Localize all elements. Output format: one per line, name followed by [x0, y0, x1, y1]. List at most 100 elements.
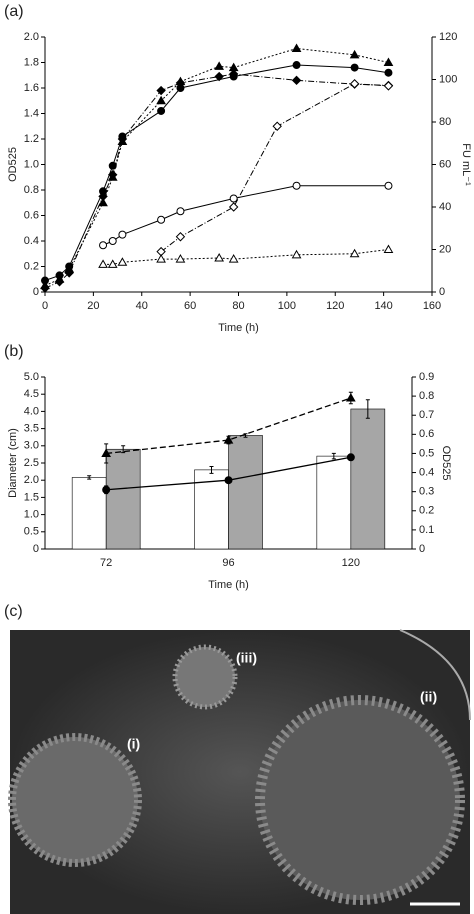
y-tick-label: 3.5 — [24, 423, 39, 435]
marker — [117, 134, 128, 144]
error-bar — [87, 475, 92, 480]
y-tick-label: 1.6 — [24, 82, 39, 94]
error-bar — [348, 454, 353, 460]
x-tick-label: 0 — [42, 300, 48, 312]
bar — [71, 477, 107, 550]
x-axis-label: Time (h) — [208, 579, 249, 591]
marker — [64, 268, 74, 278]
photo: (i) (ii) (iii) — [8, 629, 471, 914]
y-tick-label: 0.5 — [24, 526, 39, 538]
marker — [175, 232, 186, 242]
series-line — [102, 185, 389, 246]
marker — [349, 248, 360, 258]
y-tick-label: 2.5 — [24, 457, 39, 469]
photo-label: (ii) — [420, 689, 437, 705]
series-line — [44, 64, 389, 281]
marker — [228, 254, 239, 263]
x-tick-label: 72 — [100, 557, 112, 569]
panel-label: (c) — [4, 603, 23, 620]
marker — [228, 202, 239, 212]
marker — [214, 61, 225, 70]
y2-tick-label: 0.4 — [419, 466, 434, 478]
marker — [292, 61, 301, 70]
x-tick-label: 20 — [87, 300, 99, 312]
y-tick-label: 0 — [33, 543, 39, 555]
marker — [117, 257, 128, 266]
y-axis-label: OD525 — [7, 147, 19, 182]
x-tick-label: 40 — [136, 300, 148, 312]
y-axis-label: Diameter (cm) — [7, 428, 19, 498]
marker — [384, 68, 393, 77]
marker — [156, 254, 166, 263]
x-tick-label: 96 — [222, 557, 234, 569]
marker — [40, 283, 50, 293]
photo-label: (iii) — [236, 650, 257, 666]
y2-axis-label: OD525 — [440, 446, 452, 481]
y2-tick-label: 0.9 — [419, 371, 434, 383]
marker — [118, 230, 127, 239]
y2-tick-label: 0.1 — [419, 524, 434, 536]
y-tick-label: 2.0 — [24, 31, 39, 43]
marker — [175, 78, 186, 88]
y-tick-label: 0.2 — [24, 260, 39, 272]
y2-tick-label: 0 — [419, 543, 425, 555]
marker — [214, 71, 224, 82]
y-tick-label: 1.0 — [24, 158, 39, 170]
marker — [350, 63, 359, 72]
marker — [98, 259, 108, 268]
bar — [316, 455, 352, 550]
error-bar — [348, 391, 353, 405]
marker — [383, 81, 394, 91]
error-bar — [243, 433, 248, 438]
error-bar — [226, 435, 231, 445]
bar — [350, 408, 386, 550]
marker — [272, 121, 282, 131]
marker — [349, 79, 360, 89]
y2-tick-label: 0 — [439, 286, 445, 298]
y-tick-label: 4.0 — [24, 405, 39, 417]
marker — [291, 249, 302, 259]
error-bar — [365, 399, 370, 419]
x-tick-label: 160 — [423, 300, 441, 312]
x-tick-label: 140 — [374, 300, 392, 312]
photo-label: (i) — [127, 736, 140, 752]
y-tick-label: 3.0 — [24, 440, 39, 452]
y2-tick-label: 120 — [439, 31, 457, 43]
x-tick-label: 120 — [326, 300, 344, 312]
marker — [156, 95, 166, 105]
y2-tick-label: 60 — [439, 158, 451, 170]
marker — [99, 241, 108, 250]
y2-tick-label: 0.5 — [419, 447, 434, 459]
y-tick-label: 1.0 — [24, 509, 39, 521]
panel-label: (a) — [4, 3, 24, 20]
x-tick-label: 60 — [184, 300, 196, 312]
y-tick-label: 1.5 — [24, 491, 39, 503]
y-tick-label: 0 — [33, 286, 39, 298]
bar — [228, 435, 263, 550]
marker — [107, 259, 118, 268]
y-tick-label: 5.0 — [24, 371, 39, 383]
series-line — [106, 397, 352, 455]
y-tick-label: 1.8 — [24, 56, 39, 68]
marker — [108, 237, 117, 245]
y2-axis-label: FU mL⁻¹ — [460, 143, 472, 186]
y-tick-label: 0.6 — [24, 209, 39, 221]
marker — [228, 69, 239, 79]
y2-tick-label: 0.3 — [419, 486, 434, 498]
y-tick-label: 0.8 — [24, 184, 39, 196]
marker — [98, 197, 108, 207]
y2-tick-label: 80 — [439, 116, 451, 128]
x-tick-label: 80 — [232, 300, 244, 312]
marker — [229, 194, 238, 203]
y2-tick-label: 40 — [439, 201, 451, 213]
bar — [194, 469, 229, 550]
y2-tick-label: 0.6 — [419, 428, 434, 440]
error-bar — [331, 452, 336, 460]
error-bar — [226, 477, 231, 483]
x-tick-label: 100 — [278, 300, 296, 312]
marker — [349, 49, 360, 59]
marker — [176, 207, 185, 216]
marker — [108, 169, 118, 180]
